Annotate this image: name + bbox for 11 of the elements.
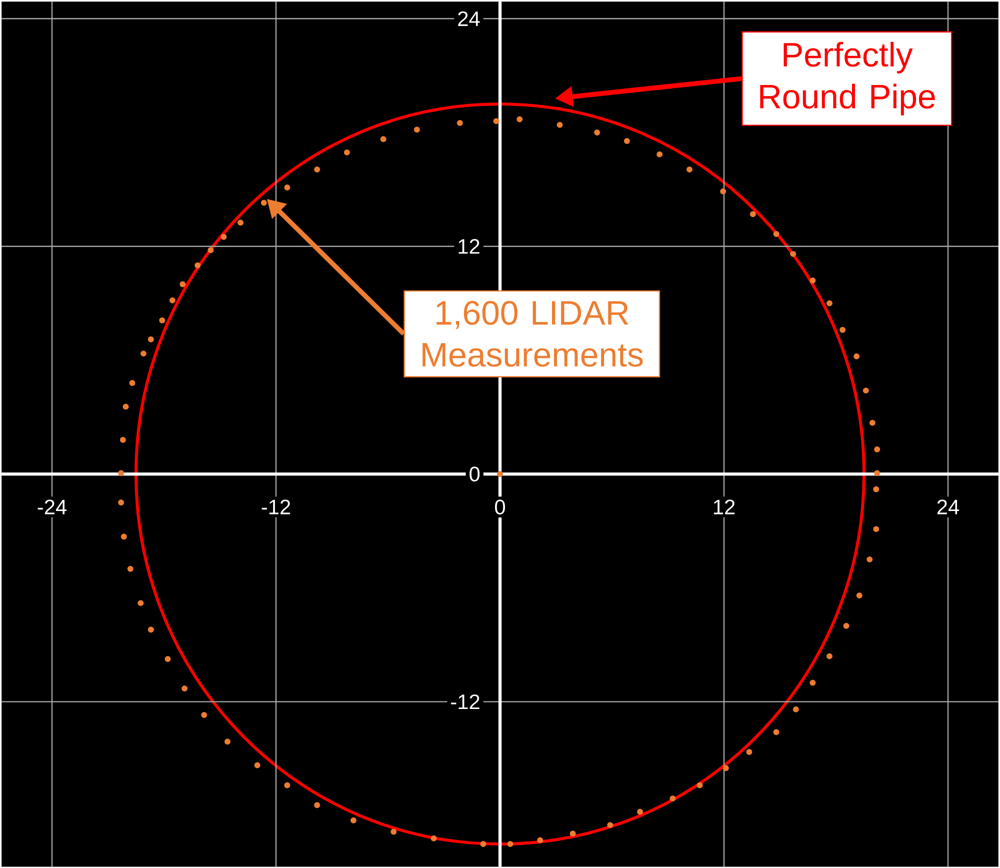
x-tick-label: -12: [262, 499, 290, 514]
y-tick-label: -12: [451, 694, 480, 709]
y-tick-label: 24: [458, 11, 480, 26]
y-tick-label: 0: [470, 466, 480, 482]
annotation: 1,600 LIDAR Measurements: [422, 300, 643, 367]
annotation: Perfectly Round Pipe: [760, 42, 935, 116]
x-tick-label: 24: [937, 499, 960, 514]
x-tick-label: 12: [714, 499, 735, 514]
x-tick-label: -24: [38, 499, 66, 514]
y-tick-label: 12: [458, 238, 480, 254]
x-tick-label: 0: [495, 499, 506, 514]
